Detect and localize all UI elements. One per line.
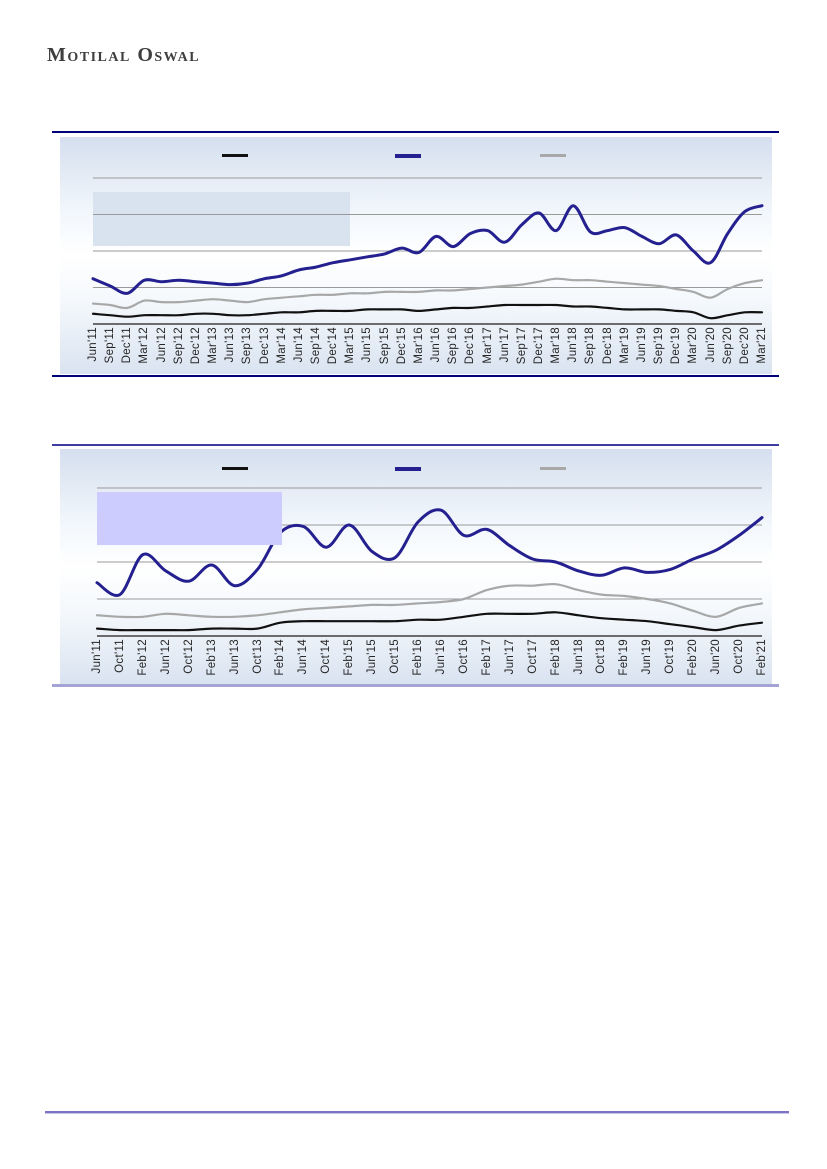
panel-bottom-rule	[52, 375, 779, 377]
series-line	[91, 204, 764, 295]
x-axis-label: Sep'11	[104, 327, 117, 364]
x-axis-label: Jun'11	[87, 327, 99, 362]
x-axis-label: Mar'21	[756, 327, 768, 364]
panel-top-rule	[52, 444, 779, 446]
x-axis-label: Dec'20	[738, 327, 751, 365]
x-axis-label: Jun'20	[704, 327, 717, 363]
x-axis-label: Jun'14	[292, 327, 305, 363]
x-axis-label: Feb'16	[412, 639, 425, 676]
x-axis-label: Jun'18	[572, 639, 585, 675]
x-axis-label: Oct'12	[182, 639, 195, 674]
x-axis-label: Mar'16	[412, 327, 425, 364]
legend-swatch	[540, 154, 566, 157]
x-axis-label: Sep'14	[310, 327, 322, 365]
x-axis-label: Oct'11	[113, 639, 126, 673]
x-axis-label: Oct'17	[526, 639, 539, 674]
x-axis-label: Jun'13	[224, 327, 237, 363]
x-axis-label: Feb'13	[205, 639, 218, 676]
x-axis-label: Feb'17	[480, 639, 493, 676]
chart-plot-svg	[91, 177, 764, 325]
legend-swatch	[540, 467, 566, 470]
x-axis-label: Jun'16	[434, 639, 447, 675]
x-axis-label: Mar'18	[550, 327, 563, 364]
x-axis-label: Sep'16	[447, 327, 460, 365]
x-axis-label: Jun'19	[635, 327, 648, 363]
legend-swatch	[222, 154, 248, 157]
x-axis-label: Oct'14	[320, 639, 333, 674]
legend-swatch	[395, 154, 421, 158]
x-axis-label: Oct'19	[664, 639, 677, 674]
panel-top-rule	[52, 131, 779, 133]
x-axis-label: Jun'19	[641, 639, 654, 675]
x-axis-label: Oct'15	[389, 639, 402, 674]
x-axis-label: Dec'18	[601, 327, 614, 365]
x-axis-label: Sep'13	[241, 327, 254, 365]
series-line	[91, 303, 764, 320]
x-axis-label: Mar'19	[618, 327, 631, 364]
footer-divider	[45, 1111, 789, 1113]
legend-swatch	[395, 467, 421, 471]
chart-canvas-2: Jun'11 Oct'11 Feb'12 Jun'12 Oct'12 Feb'13 Jun'…	[60, 449, 772, 684]
x-axis-label: Feb'19	[618, 639, 631, 676]
x-axis-label: Mar'20	[687, 327, 700, 364]
highlight-box	[97, 492, 282, 545]
x-axis-label: Dec'16	[464, 327, 477, 365]
x-axis-label: Sep'19	[653, 327, 666, 365]
panel-bottom-rule	[52, 684, 779, 687]
x-axis-label: Sep'12	[172, 327, 185, 365]
x-axis-label: Jun'18	[567, 327, 580, 363]
x-axis-label: Oct'20	[733, 639, 746, 674]
x-axis-label: Sep'18	[584, 327, 597, 365]
chart-canvas-1: Jun'11 Sep'11 Dec'11 Mar'12 Jun'12 Sep'12 Dec'…	[60, 137, 772, 374]
x-axis-label: Sep'17	[515, 327, 528, 365]
x-axis-label: Jun'16	[430, 327, 443, 363]
x-axis-label: Dec'11	[121, 327, 134, 364]
x-axis-label: Feb'14	[274, 639, 287, 676]
x-axis-label: Mar'12	[138, 327, 151, 364]
x-axis-label: Jun'14	[297, 639, 310, 675]
brand-logo: Motilal Oswal	[47, 44, 201, 66]
series-line	[95, 508, 764, 597]
x-axis-label: Mar'13	[207, 327, 220, 364]
x-axis-label: Jun'20	[710, 639, 723, 675]
x-axis-label: Feb'12	[136, 639, 149, 676]
x-axis-label: Jun'11	[91, 639, 103, 674]
chart-plot-svg	[95, 487, 764, 637]
x-axis-label: Jun'17	[503, 639, 516, 675]
x-axis-label: Jun'12	[159, 639, 172, 675]
x-axis-label: Dec'12	[189, 327, 202, 365]
x-axis-label: Dec'14	[327, 327, 340, 365]
x-axis-label: Jun'15	[366, 639, 379, 675]
x-axis-label: Dec'19	[670, 327, 683, 365]
highlight-box	[93, 192, 350, 246]
x-axis-label: Dec'17	[533, 327, 545, 365]
chart-panel-1: Jun'11 Sep'11 Dec'11 Mar'12 Jun'12 Sep'12 Dec'…	[52, 131, 779, 377]
x-axis-label: Feb'15	[343, 639, 356, 676]
x-axis-label: Jun'17	[498, 327, 511, 363]
series-line	[95, 611, 764, 632]
x-axis-label: Dec'15	[395, 327, 408, 365]
x-axis-label: Feb'21	[756, 639, 768, 676]
series-line	[95, 582, 764, 619]
x-axis-label: Jun'15	[361, 327, 374, 363]
x-axis-label: Oct'16	[457, 639, 470, 674]
x-axis-label: Feb'20	[687, 639, 700, 676]
x-axis-label: Jun'13	[228, 639, 241, 675]
legend-swatch	[222, 467, 248, 470]
x-axis-label: Mar'17	[481, 327, 494, 364]
chart-panel-2: Jun'11 Oct'11 Feb'12 Jun'12 Oct'12 Feb'13 Jun'…	[52, 444, 779, 687]
x-axis-label: Mar'15	[344, 327, 357, 364]
x-axis-label: Sep'15	[378, 327, 391, 365]
x-axis-label: Feb'18	[549, 639, 562, 676]
x-axis-label: Mar'14	[275, 327, 288, 364]
x-axis-label: Sep'20	[721, 327, 734, 365]
series-line	[91, 277, 764, 310]
x-axis-label: Oct'18	[595, 639, 608, 674]
x-axis-label: Jun'12	[155, 327, 168, 363]
x-axis-label: Dec'13	[258, 327, 271, 365]
x-axis-label: Oct'13	[251, 639, 264, 674]
